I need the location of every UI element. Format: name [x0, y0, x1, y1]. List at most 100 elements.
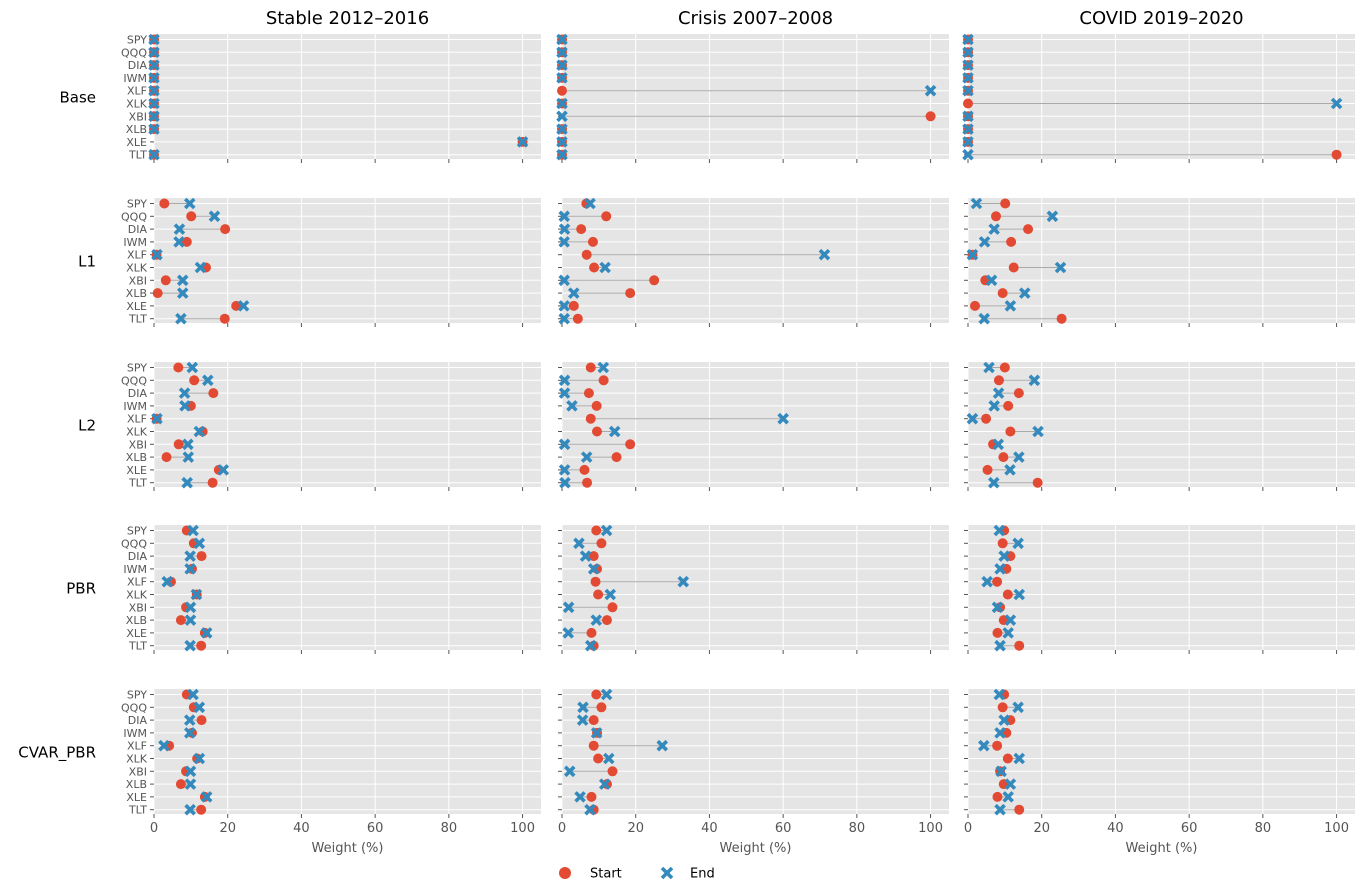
start-point-XLF — [981, 413, 992, 424]
panel-bg-4-2 — [968, 689, 1355, 814]
end-point-TLT — [988, 476, 1000, 489]
end-point-XLF — [151, 248, 163, 261]
end-point-QQQ — [1012, 701, 1024, 714]
start-point-DIA — [588, 551, 599, 562]
ytick-label: SPY — [127, 362, 147, 375]
start-point-XLF — [590, 576, 601, 587]
end-point-XLF — [161, 575, 174, 588]
ytick-label: XBI — [129, 601, 147, 614]
ytick-label: XLK — [126, 426, 148, 439]
row-label-2: L2 — [78, 417, 96, 435]
start-point-TLT — [1032, 477, 1043, 488]
end-point-QQQ — [193, 701, 206, 714]
end-point-DIA — [178, 387, 191, 399]
end-point-TLT — [559, 476, 571, 489]
end-point-XBI — [558, 274, 570, 287]
end-point-XLK — [193, 752, 206, 765]
ytick-label: IWM — [123, 727, 147, 740]
end-point-IWM — [556, 72, 568, 84]
panel-bg-0-0 — [154, 34, 541, 159]
end-point-XBI — [985, 274, 998, 287]
start-point-XLE — [992, 627, 1003, 638]
end-point-XLB — [1013, 451, 1025, 463]
start-point-QQQ — [598, 375, 609, 386]
start-point-XLK — [1002, 589, 1013, 600]
end-point-TLT — [556, 148, 568, 161]
ytick-label: XBI — [129, 274, 147, 287]
end-point-XLF — [978, 739, 990, 752]
xtick-label: 80 — [1255, 821, 1272, 836]
ytick-label: DIA — [128, 223, 148, 236]
end-point-XLE — [1004, 464, 1016, 476]
xtick-label: 0 — [964, 821, 972, 836]
end-point-TLT — [962, 148, 974, 161]
end-point-XLF — [966, 248, 979, 261]
ytick-label: XLB — [126, 123, 147, 136]
end-point-XLK — [148, 97, 160, 110]
start-point-XLB — [601, 615, 612, 626]
end-point-XLF — [158, 739, 170, 752]
xtick-label: 100 — [918, 821, 943, 836]
start-point-QQQ — [596, 538, 607, 549]
start-point-XLB — [998, 452, 1009, 463]
start-point-XLB — [161, 452, 172, 463]
xtick-label: 40 — [701, 821, 718, 836]
end-point-XLE — [516, 136, 529, 148]
end-point-SPY — [962, 33, 974, 46]
end-point-XLK — [1330, 97, 1343, 110]
end-point-XLB — [556, 123, 568, 135]
ytick-label: XLB — [126, 287, 147, 300]
panel-bg-0-2 — [968, 34, 1355, 159]
start-point-QQQ — [993, 375, 1004, 386]
xtick-label: 60 — [367, 821, 384, 836]
ytick-label: TLT — [128, 804, 147, 817]
end-point-XLB — [176, 287, 189, 299]
start-point-XLB — [175, 779, 186, 790]
start-point-XLE — [586, 627, 597, 638]
row-label-3: PBR — [66, 580, 96, 598]
start-point-XLE — [992, 791, 1003, 802]
ytick-label: XLE — [126, 300, 147, 313]
end-point-IWM — [978, 236, 991, 248]
panel-bg-2-1 — [562, 362, 949, 487]
end-point-XLK — [190, 588, 203, 601]
end-point-SPY — [600, 524, 613, 537]
end-point-XLB — [1004, 614, 1017, 626]
xtick-label: 20 — [219, 821, 236, 836]
start-point-XBI — [160, 275, 171, 286]
start-point-XLK — [589, 262, 600, 273]
end-point-QQQ — [556, 46, 568, 59]
ytick-label: IWM — [123, 72, 147, 85]
end-point-XLB — [962, 123, 974, 135]
end-point-IWM — [148, 72, 160, 84]
legend-end-marker — [660, 866, 674, 880]
row-label-0: Base — [59, 89, 96, 107]
start-point-XLK — [1005, 426, 1016, 437]
start-point-DIA — [1013, 388, 1024, 399]
end-point-XLE — [200, 627, 213, 639]
panel-bg-1-2 — [968, 198, 1355, 323]
xtick-label: 80 — [849, 821, 866, 836]
end-point-XLE — [574, 791, 586, 803]
start-point-XLF — [992, 740, 1003, 751]
panel-bg-3-0 — [154, 525, 541, 650]
ytick-label: QQQ — [121, 46, 147, 59]
end-point-XLE — [200, 791, 213, 803]
xtick-label: 100 — [510, 821, 535, 836]
start-point-TLT — [196, 804, 207, 815]
ytick-label: XLF — [127, 249, 147, 262]
ytick-label: DIA — [128, 59, 148, 72]
end-point-IWM — [179, 400, 191, 412]
ytick-label: XLE — [126, 136, 147, 149]
end-point-XLE — [1004, 300, 1017, 312]
start-point-XBI — [607, 766, 618, 777]
panel-bg-3-1 — [562, 525, 949, 650]
xtick-label: 40 — [1107, 821, 1124, 836]
ytick-label: XLF — [127, 740, 147, 753]
start-point-XLK — [593, 589, 604, 600]
ytick-label: IWM — [123, 563, 147, 576]
end-point-SPY — [597, 361, 610, 374]
end-point-SPY — [556, 33, 568, 46]
ytick-label: XLE — [126, 464, 147, 477]
start-point-XLK — [963, 98, 973, 109]
